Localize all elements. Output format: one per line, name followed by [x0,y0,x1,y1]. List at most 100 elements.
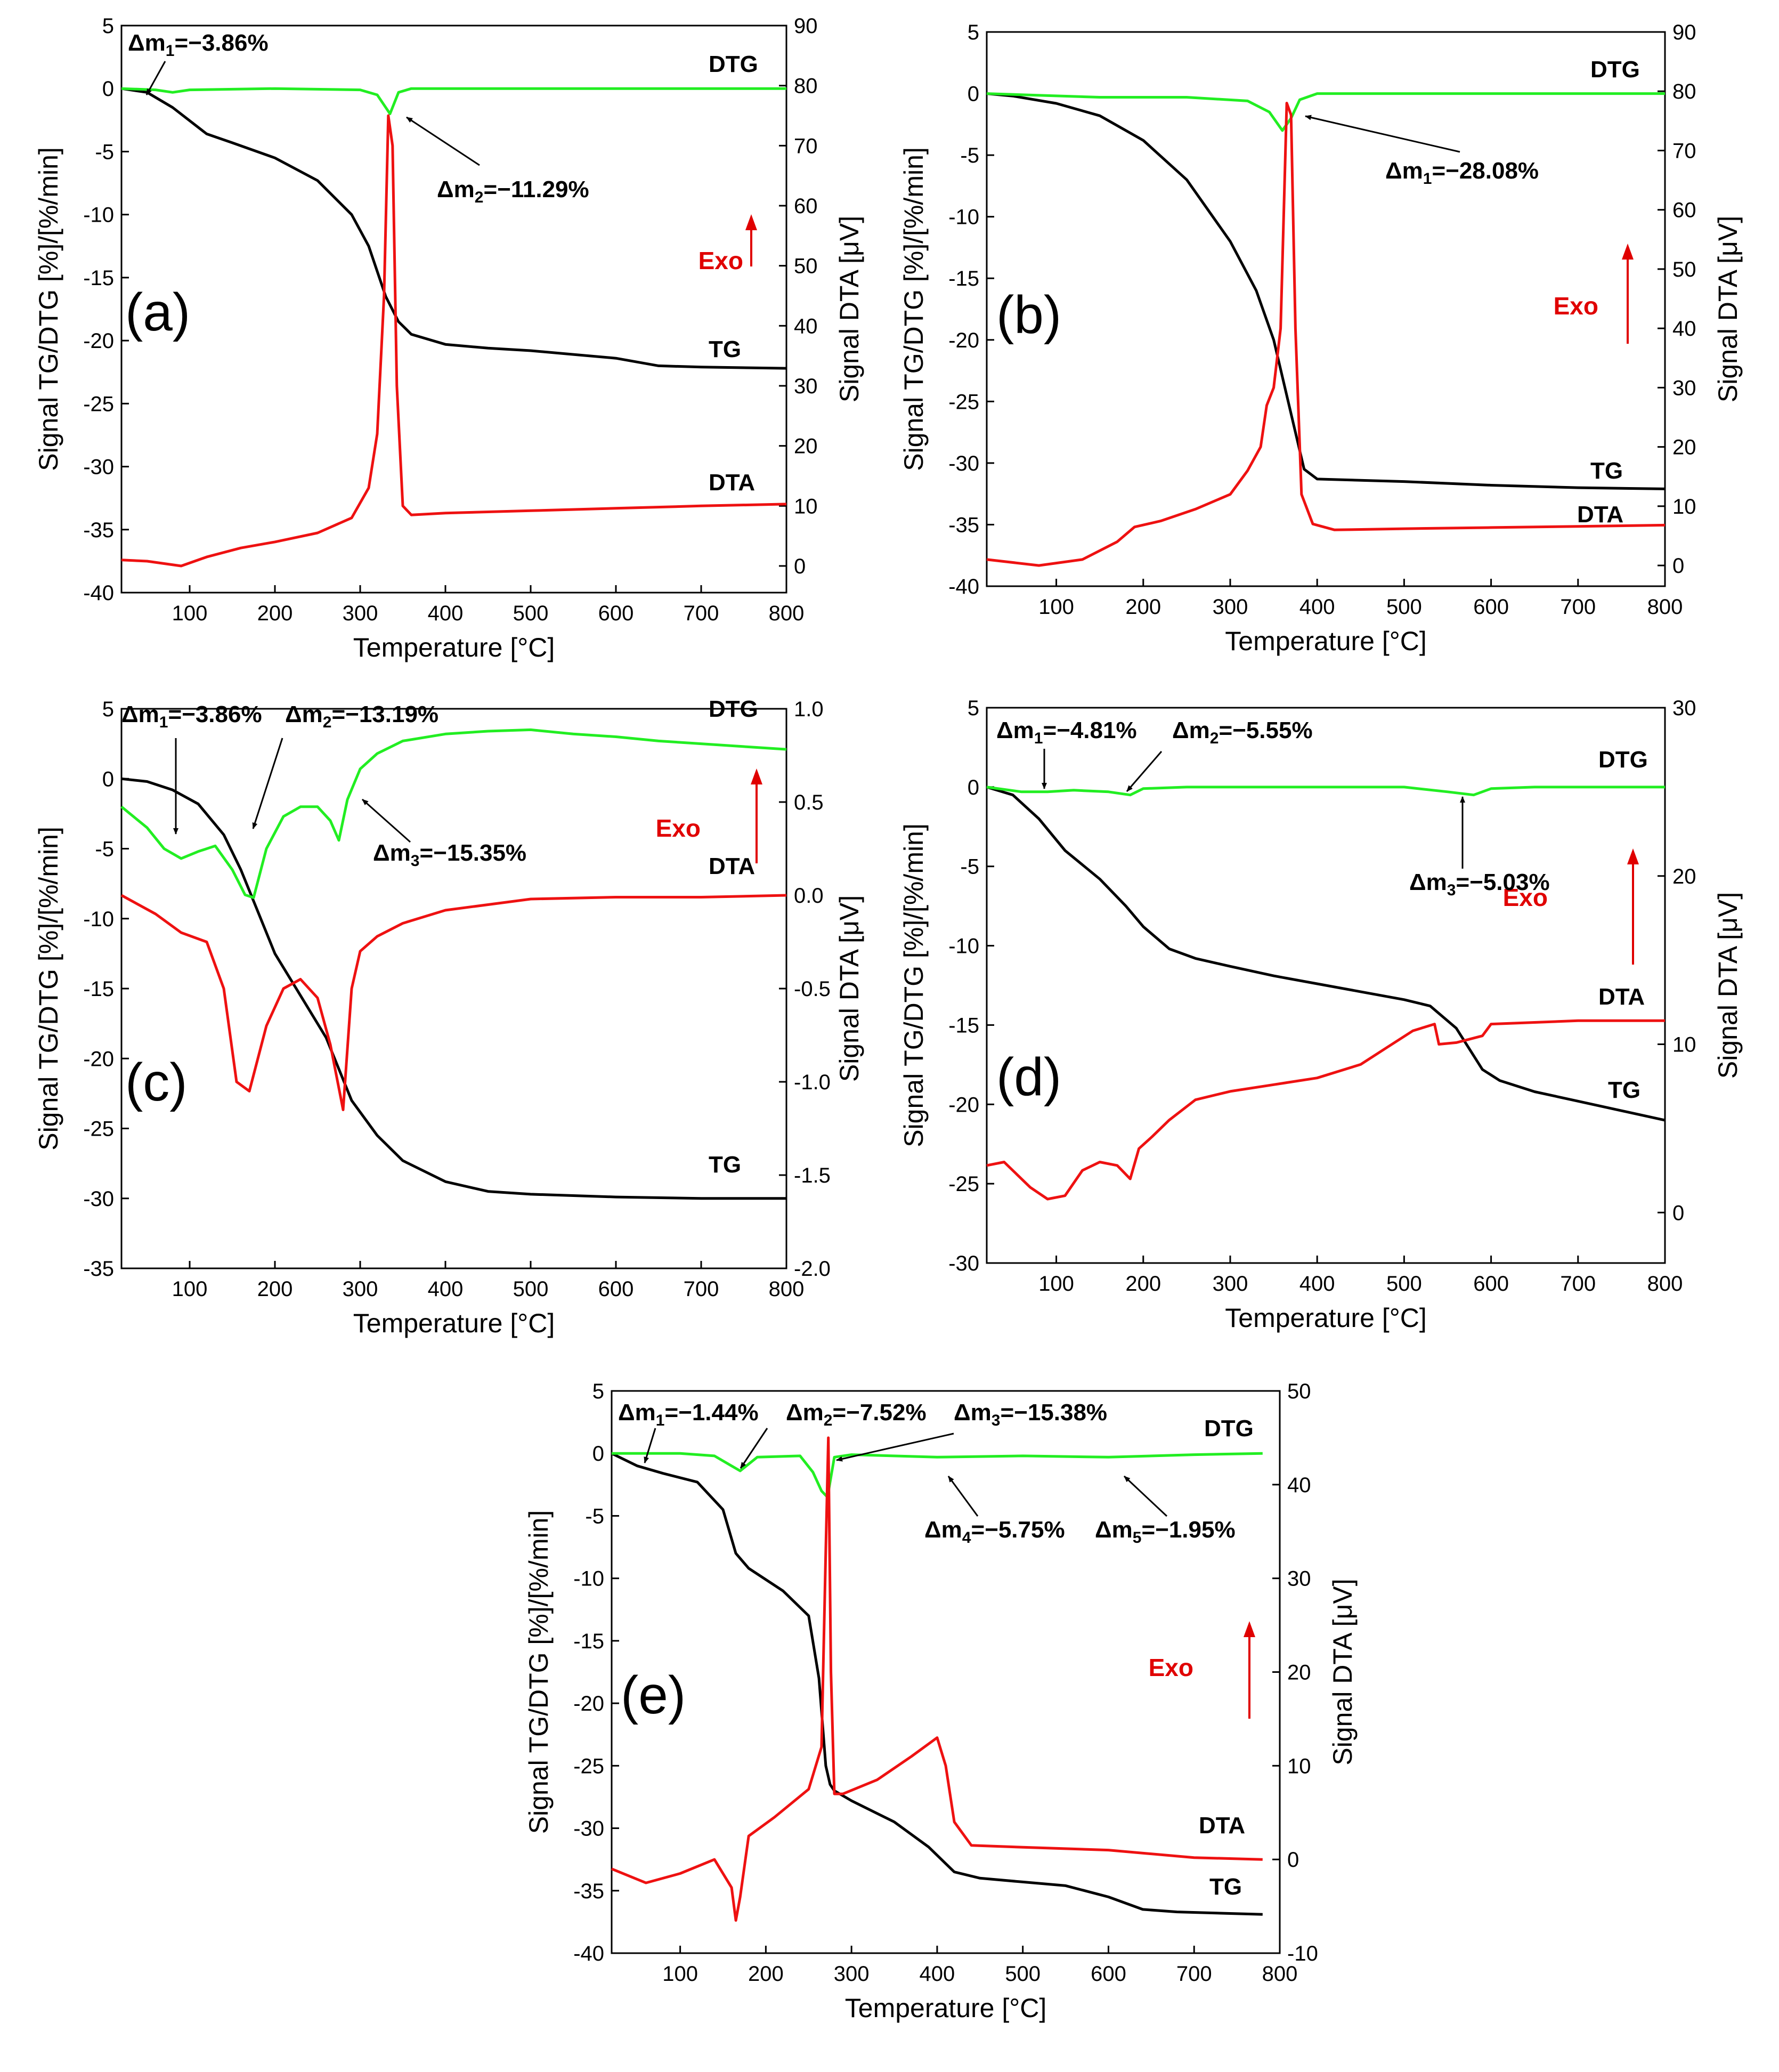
y-right-tick-label: 0 [1672,554,1684,578]
annotation-delta-m: Δm [954,1399,992,1426]
mass-loss-annotation: Δm2=−11.29% [437,176,589,206]
y-right-tick-label: 30 [1672,376,1696,400]
panel-e: 100 200 300 400 500 600 700 80050-5-10-15-20-25… [524,1380,1358,2023]
annotation-value: =−1.44% [664,1399,758,1426]
mass-loss-annotation: Δm2=−7.52% [786,1399,927,1429]
y-right-tick-label: -2.0 [794,1257,831,1281]
mass-loss-annotation: Δm3=−15.38% [954,1399,1107,1429]
annotation-subscript: 2 [1210,730,1219,747]
x-tick-label: 800 [769,602,805,625]
annotation-value: =−4.81% [1043,717,1136,743]
series-dtg-line [120,728,787,899]
x-axis-label: Temperature [°C] [353,633,555,662]
mass-loss-annotation: Δm1=−3.86% [121,701,262,731]
x-tick-label: 100 [172,602,208,625]
x-axis-label: Temperature [°C] [1225,626,1426,656]
y-left-tick-label: 5 [968,697,979,720]
y-left-tick-label: -5 [95,140,114,164]
y-left-tick-label: -10 [83,204,114,227]
series-dta-line [986,102,1666,567]
y-left-tick-label: -20 [83,329,114,353]
y-right-tick-label: 40 [794,314,818,338]
annotation-subscript: 3 [411,852,420,870]
x-tick-label: 300 [343,1277,378,1301]
series-label-dta: DTA [1199,1812,1245,1839]
x-tick-label: 100 [1038,595,1074,619]
annotation-delta-m: Δm [1409,869,1447,895]
annotation-value: =−5.03% [1456,869,1549,895]
y-left-tick-label: -35 [573,1880,604,1903]
y-left-tick-label: -20 [573,1692,604,1715]
y-right-tick-label: 90 [794,14,818,38]
annotation-value: =−13.19% [331,701,438,727]
x-tick-label: 700 [1560,595,1596,619]
annotation-delta-m: Δm [618,1399,656,1426]
annotation-subscript: 1 [159,714,168,731]
mass-loss-annotation: Δm5=−1.95% [1095,1517,1236,1547]
annotation-delta-m: Δm [786,1399,824,1426]
y-right-tick-label: 20 [1672,436,1696,459]
annotation-arrow-icon [740,1428,768,1469]
y-left-tick-label: -15 [83,977,114,1001]
y-left-tick-label: 5 [592,1380,604,1403]
x-tick-label: 300 [834,1962,870,1986]
annotation-subscript: 4 [962,1529,971,1547]
x-tick-label: 500 [1386,1272,1422,1296]
y-right-tick-label: 1.0 [794,698,824,721]
annotation-value: =−3.86% [174,30,268,56]
series-tg-line [986,786,1666,1122]
annotation-subscript: 1 [166,42,175,60]
y-right-tick-label: 40 [1672,317,1696,341]
y-left-tick-label: -25 [948,390,979,414]
annotation-delta-m: Δm [121,701,159,727]
y-left-tick-label: 0 [102,77,114,101]
y-right-tick-label: 0.0 [794,884,824,908]
y-right-tick-label: 10 [794,495,818,518]
y-left-tick-label: -25 [83,392,114,416]
series-label-tg: TG [709,336,741,362]
exo-label: Exo [1149,1654,1193,1681]
y-right-tick-label: -1.5 [794,1164,831,1187]
y-left-tick-label: -40 [573,1942,604,1965]
annotation-arrow-icon [644,1428,656,1463]
panel-label: (b) [996,285,1061,345]
y-left-tick-label: -35 [83,1257,114,1281]
y-left-tick-label: -20 [948,1093,979,1116]
x-tick-label: 400 [428,1277,464,1301]
series-label-dtg: DTG [1204,1415,1254,1442]
annotation-subscript: 3 [992,1412,1001,1429]
x-tick-label: 600 [1473,1272,1509,1296]
mass-loss-annotation: Δm1=−1.44% [618,1399,759,1429]
series-dtg-line [612,1452,1263,1499]
y-right-tick-label: 10 [1672,495,1696,519]
x-tick-label: 200 [257,1277,293,1301]
annotation-arrow-icon [1126,751,1163,792]
annotation-arrow-icon [252,738,283,829]
y-right-tick-label: 20 [1672,865,1696,888]
panel-a: 100 200 300 400 500 600 700 80050-5-10-15-20-25… [34,14,864,662]
series-tg-line [986,92,1666,490]
plot-frame [986,707,1666,1264]
x-tick-label: 800 [1262,1962,1298,1986]
x-tick-label: 400 [428,602,464,625]
annotation-subscript: 1 [656,1412,665,1429]
series-dta-line [121,114,787,568]
x-tick-label: 800 [1647,1272,1683,1296]
series-label-tg: TG [1209,1874,1242,1900]
mass-loss-annotation: Δm2=−5.55% [1172,717,1313,747]
y-left-tick-label: -5 [960,855,979,879]
y-right-axis-label: Signal DTA [μV] [1328,1579,1358,1765]
annotation-subscript: 2 [475,189,484,206]
series-label-tg: TG [709,1152,741,1178]
annotation-delta-m: Δm [996,717,1034,743]
y-right-tick-label: 90 [1672,21,1696,44]
mass-loss-annotation: Δm4=−5.75% [924,1517,1065,1547]
y-right-tick-label: 70 [1672,139,1696,163]
y-left-tick-label: -30 [83,1187,114,1211]
y-left-tick-label: -10 [948,935,979,958]
y-left-tick-label: -10 [573,1567,604,1591]
annotation-value: =−3.86% [168,701,262,727]
mass-loss-annotation: Δm2=−13.19% [285,701,438,731]
y-left-tick-label: -5 [960,144,979,167]
series-dtg-line [121,87,786,115]
